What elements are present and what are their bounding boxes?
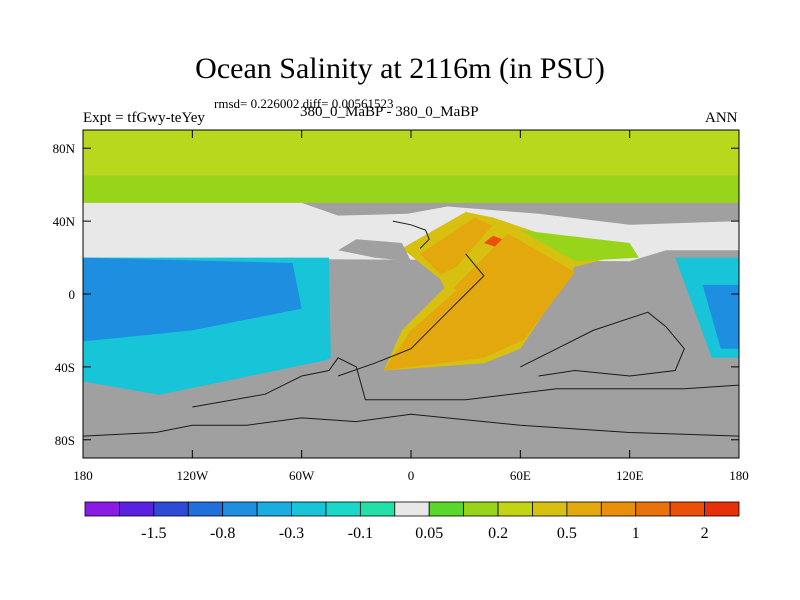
colorbar-swatch (428, 501, 465, 517)
tethys-north-green (520, 230, 639, 262)
colorbar-swatch (463, 501, 499, 517)
north-ocean-band (83, 175, 739, 203)
coastline-2 (337, 253, 485, 377)
tethys-hot-spot (483, 235, 503, 247)
colorbar-label: 0.5 (557, 525, 577, 542)
colorbar-swatch (704, 501, 740, 517)
colorbar-label: 1 (632, 525, 640, 542)
coastline-0 (192, 357, 740, 408)
coastline-3 (520, 311, 685, 377)
colorbar-swatch (84, 501, 120, 517)
colorbar-swatch (119, 501, 155, 517)
colorbar: -1.5 -0.8 -0.3 -0.1 0.05 0.2 0.5 1 2 (84, 501, 740, 542)
y-tick-label: 40S (55, 360, 75, 375)
colorbar-swatch (325, 501, 361, 517)
y-tick-label: 80S (55, 433, 75, 448)
colorbar-swatch (669, 501, 705, 517)
coastline-4 (392, 220, 430, 249)
y-tick-label: 80N (53, 141, 76, 156)
colorbar-swatch (359, 501, 396, 517)
colorbar-swatch (291, 501, 327, 517)
chart-subtitle: rmsd= 0.226002 diff= 0.00561523 (214, 96, 394, 111)
x-tick-label: 120W (176, 468, 209, 483)
coastline-1 (82, 413, 740, 437)
colorbar-label: 0.05 (415, 525, 443, 542)
x-tick-label: 180 (729, 468, 749, 483)
tethys-orange (383, 217, 575, 371)
colorbar-label: -0.8 (210, 525, 235, 542)
x-tick-label: 60W (289, 468, 315, 483)
x-tick-label: 120E (616, 468, 644, 483)
arctic-ocean (83, 130, 739, 176)
experiment-label: Expt = tfGwy-teYey (83, 110, 205, 126)
colorbar-swatch (635, 501, 671, 517)
colorbar-swatch (153, 501, 189, 517)
comparison-label: 380_0_MaBP - 380_0_MaBP (300, 104, 479, 120)
east-panthalassa-blue (702, 284, 739, 349)
colorbar-swatch (600, 501, 637, 517)
colorbar-swatch (497, 501, 533, 517)
colorbar-swatch (187, 501, 224, 517)
colorbar-label: -0.1 (348, 525, 373, 542)
south-land (83, 357, 739, 458)
chart-title: Ocean Salinity at 2116m (in PSU) (195, 52, 605, 85)
axes: 180 120W 60W 0 60E 120E 180 80N 40N 0 40S 80S (53, 130, 749, 483)
x-tick-label: 0 (408, 468, 415, 483)
x-tick-label: 180 (73, 468, 93, 483)
colorbar-swatch (532, 501, 568, 517)
colorbar-swatch (394, 501, 430, 517)
west-panthalassa-blue (83, 257, 302, 342)
x-tick-label: 60E (510, 468, 531, 483)
colorbar-label: -1.5 (141, 525, 166, 542)
colorbar-label: 0.2 (488, 525, 508, 542)
colorbar-label: 2 (701, 525, 709, 542)
colorbar-label: -0.3 (279, 525, 304, 542)
colorbar-swatch (222, 501, 258, 517)
map-field (82, 130, 740, 458)
colorbar-swatch (566, 501, 602, 517)
north-landmass (338, 239, 411, 262)
y-tick-label: 0 (69, 287, 76, 302)
colorbar-swatch (256, 501, 292, 517)
season-label: ANN (705, 110, 738, 126)
y-tick-label: 40N (53, 214, 76, 229)
